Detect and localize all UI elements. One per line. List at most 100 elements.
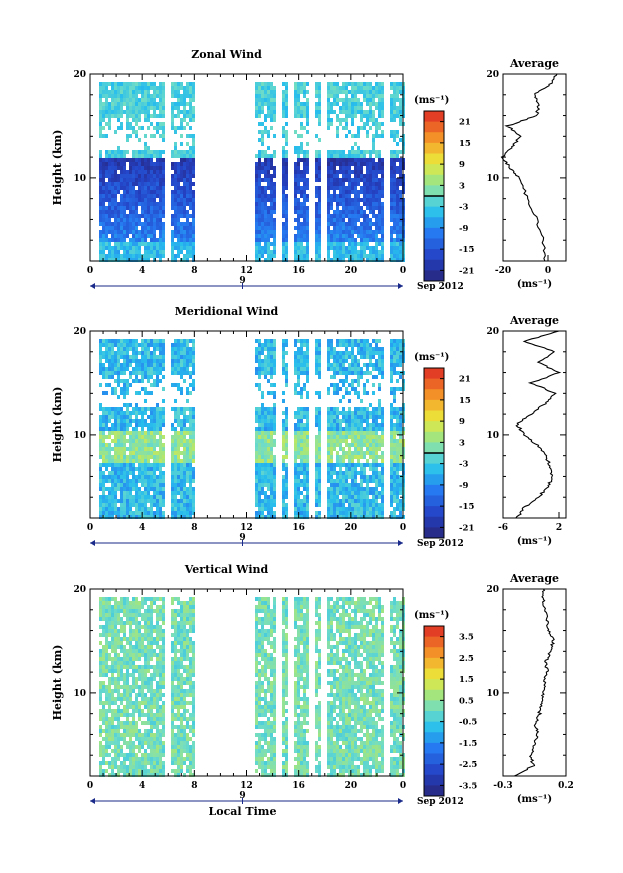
heatmap-cell: [102, 375, 105, 379]
heatmap-cell: [348, 110, 351, 114]
heatmap-cell: [177, 451, 180, 455]
heatmap-cell: [192, 166, 195, 170]
heatmap-cell: [177, 98, 180, 102]
heatmap-cell: [363, 495, 366, 499]
heatmap-cell: [147, 467, 150, 471]
heatmap-cell: [339, 190, 342, 194]
heatmap-cell: [264, 246, 267, 250]
heatmap-cell: [366, 122, 369, 126]
heatmap-cell: [150, 102, 153, 106]
heatmap-cell: [267, 182, 270, 186]
heatmap-cell: [336, 495, 339, 499]
heatmap-cell: [141, 210, 144, 214]
heatmap-cell: [153, 443, 156, 447]
heatmap-cell: [129, 371, 132, 375]
heatmap-cell: [132, 503, 135, 507]
heatmap-cell: [141, 190, 144, 194]
heatmap-cell: [114, 102, 117, 106]
heatmap-cell: [147, 98, 150, 102]
heatmap-cell: [102, 431, 105, 435]
heatmap-cell: [183, 234, 186, 238]
heatmap-cell: [111, 226, 114, 230]
heatmap-cell: [255, 226, 258, 230]
heatmap-cell: [120, 427, 123, 431]
heatmap-cell: [192, 415, 195, 419]
heatmap-cell: [120, 222, 123, 226]
heatmap-cell: [111, 154, 114, 158]
heatmap-cell: [105, 507, 108, 511]
heatmap-cell: [171, 363, 174, 367]
heatmap-cell: [348, 238, 351, 242]
heatmap-cell: [369, 475, 372, 479]
heatmap-cell: [300, 355, 303, 359]
heatmap-cell: [354, 98, 357, 102]
heatmap-cell: [378, 178, 381, 182]
heatmap-cell: [255, 94, 258, 98]
heatmap-cell: [264, 102, 267, 106]
heatmap-cell: [318, 515, 321, 519]
heatmap-cell: [315, 347, 318, 351]
heatmap-cell: [354, 110, 357, 114]
heatmap-cell: [183, 427, 186, 431]
heatmap-cell: [363, 246, 366, 250]
heatmap-cell: [141, 491, 144, 495]
heatmap-cell: [339, 122, 342, 126]
heatmap-cell: [177, 102, 180, 106]
heatmap-cell: [285, 423, 288, 427]
heatmap-cell: [345, 367, 348, 371]
heatmap-cell: [117, 447, 120, 451]
heatmap-cell: [273, 182, 276, 186]
heatmap-cell: [186, 439, 189, 443]
heatmap-cell: [342, 162, 345, 166]
heatmap-cell: [105, 162, 108, 166]
heatmap-cell: [123, 371, 126, 375]
heatmap-cell: [192, 355, 195, 359]
heatmap-cell: [282, 427, 285, 431]
heatmap-cell: [129, 483, 132, 487]
heatmap-cell: [348, 206, 351, 210]
heatmap-cell: [336, 162, 339, 166]
heatmap-cell: [120, 387, 123, 391]
heatmap-cell: [282, 94, 285, 98]
heatmap-cell: [306, 455, 309, 459]
heatmap-cell: [330, 467, 333, 471]
heatmap-cell: [273, 186, 276, 190]
heatmap-cell: [147, 463, 150, 467]
heatmap-cell: [273, 367, 276, 371]
heatmap-cell: [303, 218, 306, 222]
heatmap-cell: [129, 411, 132, 415]
heatmap-cell: [315, 194, 318, 198]
heatmap-cell: [180, 98, 183, 102]
heatmap-cell: [267, 435, 270, 439]
heatmap-cell: [357, 459, 360, 463]
heatmap-cell: [111, 174, 114, 178]
heatmap-cell: [171, 367, 174, 371]
heatmap-cell: [192, 134, 195, 138]
heatmap-cell: [261, 467, 264, 471]
heatmap-cell: [171, 250, 174, 254]
heatmap-cell: [174, 415, 177, 419]
heatmap-cell: [273, 210, 276, 214]
heatmap-cell: [132, 427, 135, 431]
heatmap-cell: [375, 250, 378, 254]
heatmap-cell: [186, 202, 189, 206]
heatmap-cell: [342, 511, 345, 515]
heatmap-cell: [123, 154, 126, 158]
heatmap-cell: [315, 483, 318, 487]
heatmap-cell: [99, 158, 102, 162]
heatmap-cell: [390, 178, 393, 182]
heatmap-cell: [174, 214, 177, 218]
heatmap-cell: [189, 435, 192, 439]
heatmap-cell: [120, 515, 123, 519]
heatmap-cell: [333, 90, 336, 94]
heatmap-cell: [156, 383, 159, 387]
heatmap-cell: [159, 415, 162, 419]
heatmap-cell: [180, 166, 183, 170]
heatmap-cell: [396, 98, 399, 102]
date-arrow-right: [398, 283, 403, 289]
heatmap-cell: [399, 218, 402, 222]
heatmap-cell: [264, 222, 267, 226]
heatmap-cell: [135, 391, 138, 395]
heatmap-cell: [399, 110, 402, 114]
heatmap-cell: [105, 122, 108, 126]
